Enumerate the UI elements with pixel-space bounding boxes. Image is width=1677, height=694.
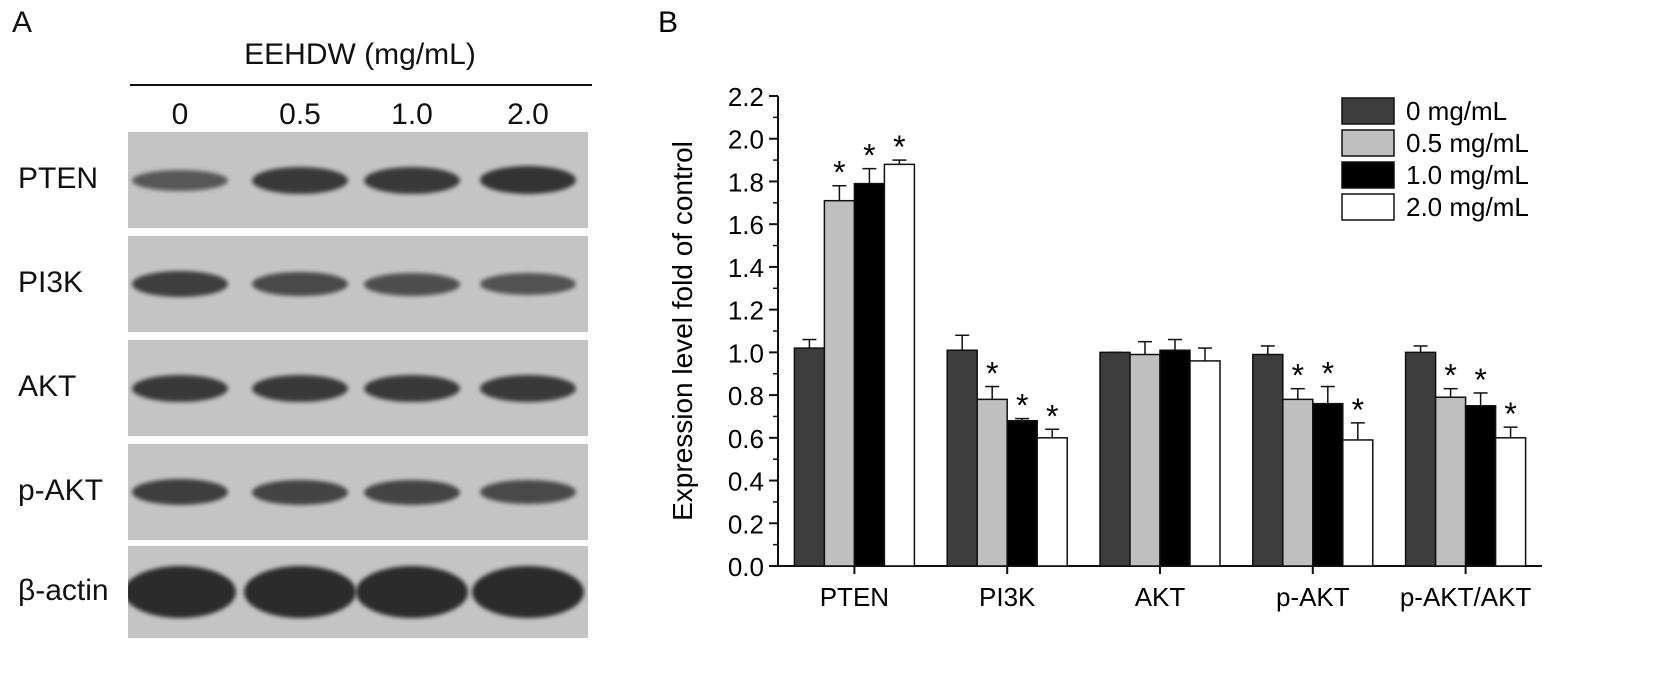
x-tick-label: p-AKT/AKT — [1400, 582, 1532, 612]
blot-label: PTEN — [18, 162, 99, 195]
dose-label: 1.0 — [391, 98, 433, 131]
bar — [793, 347, 826, 567]
protein-band — [480, 374, 576, 402]
y-tick-label: 2.0 — [728, 125, 764, 155]
bar — [1129, 353, 1161, 567]
protein-band — [128, 566, 236, 618]
legend-swatch — [1341, 193, 1395, 221]
bar — [1434, 396, 1467, 567]
treatment-rule — [130, 84, 592, 86]
blot-membrane — [128, 546, 588, 638]
protein-band — [480, 166, 576, 194]
protein-band — [472, 566, 584, 618]
y-tick-label: 2.2 — [728, 82, 764, 112]
blot-label: AKT — [18, 370, 77, 403]
bar — [976, 398, 1008, 567]
significance-asterisk: * — [1322, 356, 1334, 392]
significance-asterisk: * — [1504, 396, 1516, 432]
dose-label: 0 — [171, 98, 189, 131]
protein-band — [244, 566, 356, 618]
y-axis-label: Expression level fold of control — [667, 141, 698, 521]
protein-band — [252, 479, 348, 505]
significance-asterisk: * — [833, 155, 845, 191]
dose-label: 2.0 — [507, 98, 549, 131]
y-tick-label: 1.0 — [728, 338, 764, 368]
significance-asterisk: * — [863, 138, 875, 174]
bar — [1006, 419, 1038, 567]
blot-membrane — [128, 236, 588, 332]
blot-membrane — [128, 444, 588, 540]
protein-band — [480, 273, 576, 295]
protein-band — [132, 374, 228, 402]
y-tick-label: 0.6 — [728, 424, 764, 454]
bar — [1494, 437, 1527, 567]
panel-a-label: A — [12, 6, 33, 39]
bar — [823, 199, 856, 567]
y-tick-label: 0.4 — [728, 467, 764, 497]
legend-swatch — [1341, 161, 1395, 189]
protein-band — [132, 479, 228, 505]
protein-band — [356, 566, 468, 618]
dose-label: 0.5 — [279, 98, 321, 131]
bar — [946, 349, 978, 567]
legend-swatch — [1341, 97, 1395, 125]
legend-label: 1.0 mg/mL — [1406, 160, 1529, 190]
significance-asterisk: * — [1444, 358, 1456, 394]
x-tick-label: AKT — [1135, 582, 1186, 612]
bar — [1189, 360, 1221, 567]
protein-band — [364, 166, 460, 194]
y-tick-label: 1.8 — [728, 167, 764, 197]
protein-band — [252, 272, 348, 296]
protein-band — [252, 374, 348, 402]
significance-asterisk: * — [986, 356, 998, 392]
bar — [1282, 398, 1314, 567]
bar — [1404, 351, 1437, 567]
significance-asterisk: * — [1352, 392, 1364, 428]
bar — [1099, 351, 1131, 567]
bar — [1464, 405, 1497, 567]
blot-membrane — [128, 340, 588, 436]
blot-label: p-AKT — [18, 474, 104, 507]
significance-asterisk: * — [1016, 388, 1028, 424]
bar — [1312, 402, 1344, 567]
y-tick-label: 1.2 — [728, 296, 764, 326]
y-tick-label: 0.2 — [728, 509, 764, 539]
x-tick-label: PI3K — [979, 582, 1036, 612]
bar — [853, 182, 886, 567]
x-tick-label: PTEN — [820, 582, 889, 612]
bar-chart: B 0.0 0.2 0.4 0.6 0.8 1.0 1.2 1.4 1.6 1.8 2.0 2.2 Exp… — [658, 6, 1542, 612]
legend-label: 0.5 mg/mL — [1406, 128, 1529, 158]
blot-label: PI3K — [18, 266, 84, 299]
protein-band — [132, 169, 228, 191]
y-tick-label: 0.0 — [728, 552, 764, 582]
y-tick-label: 0.8 — [728, 381, 764, 411]
panel-b-label: B — [658, 6, 678, 39]
significance-asterisk: * — [1292, 358, 1304, 394]
bar — [883, 163, 916, 567]
significance-asterisk: * — [893, 129, 905, 165]
legend-label: 0 mg/mL — [1406, 96, 1507, 126]
x-tick-label: p-AKT — [1276, 582, 1350, 612]
western-blot-panel: A EEHDW (mg/mL) 0 0.5 1.0 2.0 PTEN PI3K AKT p-… — [0, 0, 640, 694]
legend-label: 2.0 mg/mL — [1406, 192, 1529, 222]
protein-band — [132, 271, 228, 297]
protein-band — [480, 480, 576, 504]
protein-band — [364, 272, 460, 296]
significance-asterisk: * — [1474, 362, 1486, 398]
blot-label: β-actin — [18, 574, 109, 607]
significance-asterisk: * — [1046, 398, 1058, 434]
bar — [1252, 353, 1284, 567]
legend-swatch — [1341, 129, 1395, 157]
blot-membrane — [128, 132, 588, 228]
y-tick-label: 1.6 — [728, 210, 764, 240]
protein-band — [364, 479, 460, 505]
protein-band — [252, 166, 348, 194]
y-tick-label: 1.4 — [728, 253, 764, 283]
protein-band — [364, 374, 460, 402]
bar — [1036, 437, 1068, 567]
treatment-title: EEHDW (mg/mL) — [244, 38, 476, 71]
bar — [1342, 439, 1374, 567]
bar — [1159, 349, 1191, 567]
